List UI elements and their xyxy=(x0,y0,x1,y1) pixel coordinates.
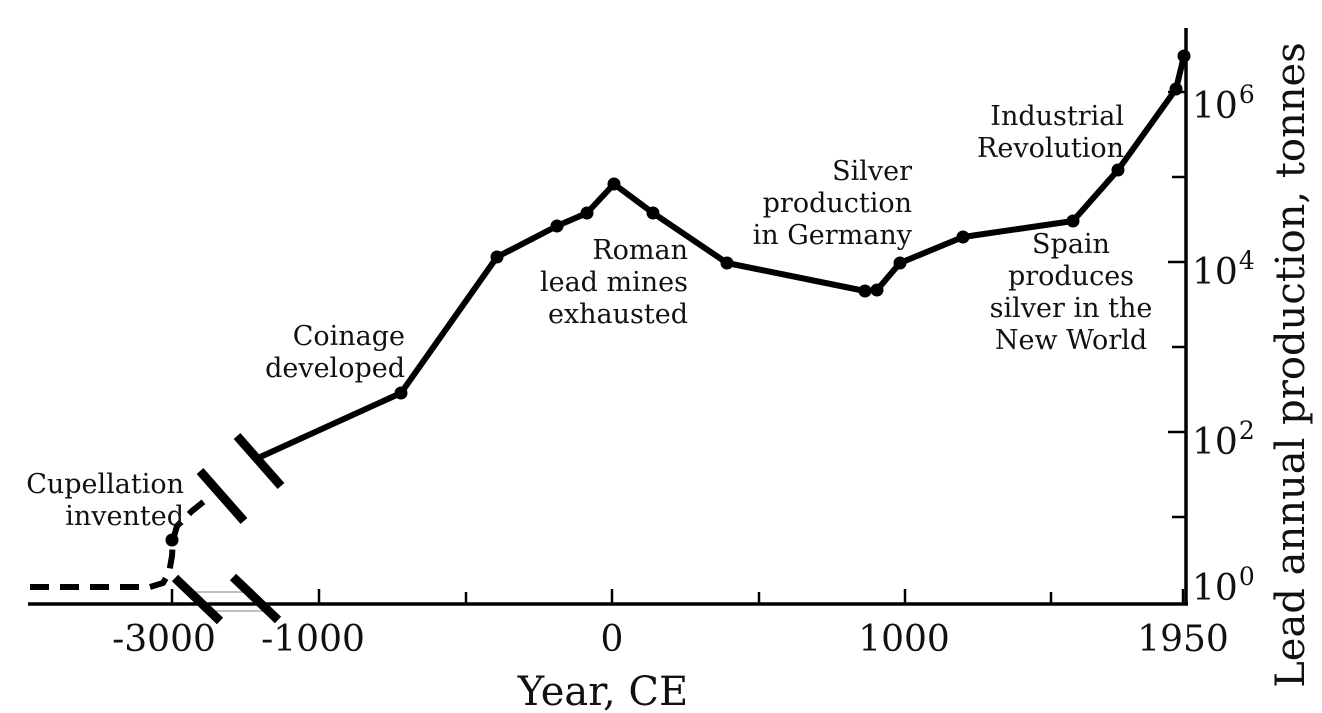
x-tick-label-1950: 1950 xyxy=(1137,619,1229,660)
data-point-marker xyxy=(1111,163,1125,177)
y-tick-label-10e2: 102 xyxy=(1192,416,1255,463)
x-axis-break-slash xyxy=(229,573,282,624)
data-point-marker xyxy=(490,250,504,264)
data-point-marker xyxy=(858,284,872,298)
data-point-marker xyxy=(720,256,734,270)
annotation-coinage: Coinage developed xyxy=(265,321,405,384)
data-point-marker xyxy=(607,177,621,191)
data-point-marker xyxy=(1066,214,1080,228)
series-solid-lead-production xyxy=(255,53,1187,461)
data-point-marker xyxy=(550,219,564,233)
data-point-marker xyxy=(580,206,594,220)
annotation-roman: Roman lead mines exhausted xyxy=(539,235,688,330)
y-tick-label-10e6: 106 xyxy=(1192,80,1255,127)
data-point-marker xyxy=(870,283,884,297)
x-tick-label-0: 0 xyxy=(600,619,624,660)
annotation-spain: Spain produces silver in the New World xyxy=(989,229,1153,356)
x-tick-label--1000: -1000 xyxy=(261,619,365,660)
annotation-industrial: Industrial Revolution xyxy=(977,101,1124,164)
data-point-marker xyxy=(394,386,408,400)
y-tick-label-10e4: 104 xyxy=(1192,246,1255,293)
x-tick-label--3000: -3000 xyxy=(112,619,216,660)
data-point-marker xyxy=(956,230,970,244)
x-axis-break-slash xyxy=(171,574,224,625)
series-break-slash xyxy=(196,468,248,524)
series-dashed-early-production xyxy=(30,496,209,590)
series-break-slash xyxy=(233,433,285,489)
x-tick-label-1000: 1000 xyxy=(858,619,950,660)
x-axis-title: Year, CE xyxy=(517,669,689,713)
data-point-marker xyxy=(646,206,660,220)
annotation-cupellation: Cupellation invented xyxy=(26,469,184,532)
y-tick-label-10e0: 100 xyxy=(1192,562,1255,609)
data-point-marker xyxy=(165,533,179,547)
data-point-marker xyxy=(893,256,907,270)
y-axis-title: Lead annual production, tonnes xyxy=(1268,42,1314,688)
data-point-marker xyxy=(1169,82,1183,96)
data-point-marker xyxy=(1177,49,1191,63)
annotation-silver: Silver production in Germany xyxy=(752,156,912,251)
